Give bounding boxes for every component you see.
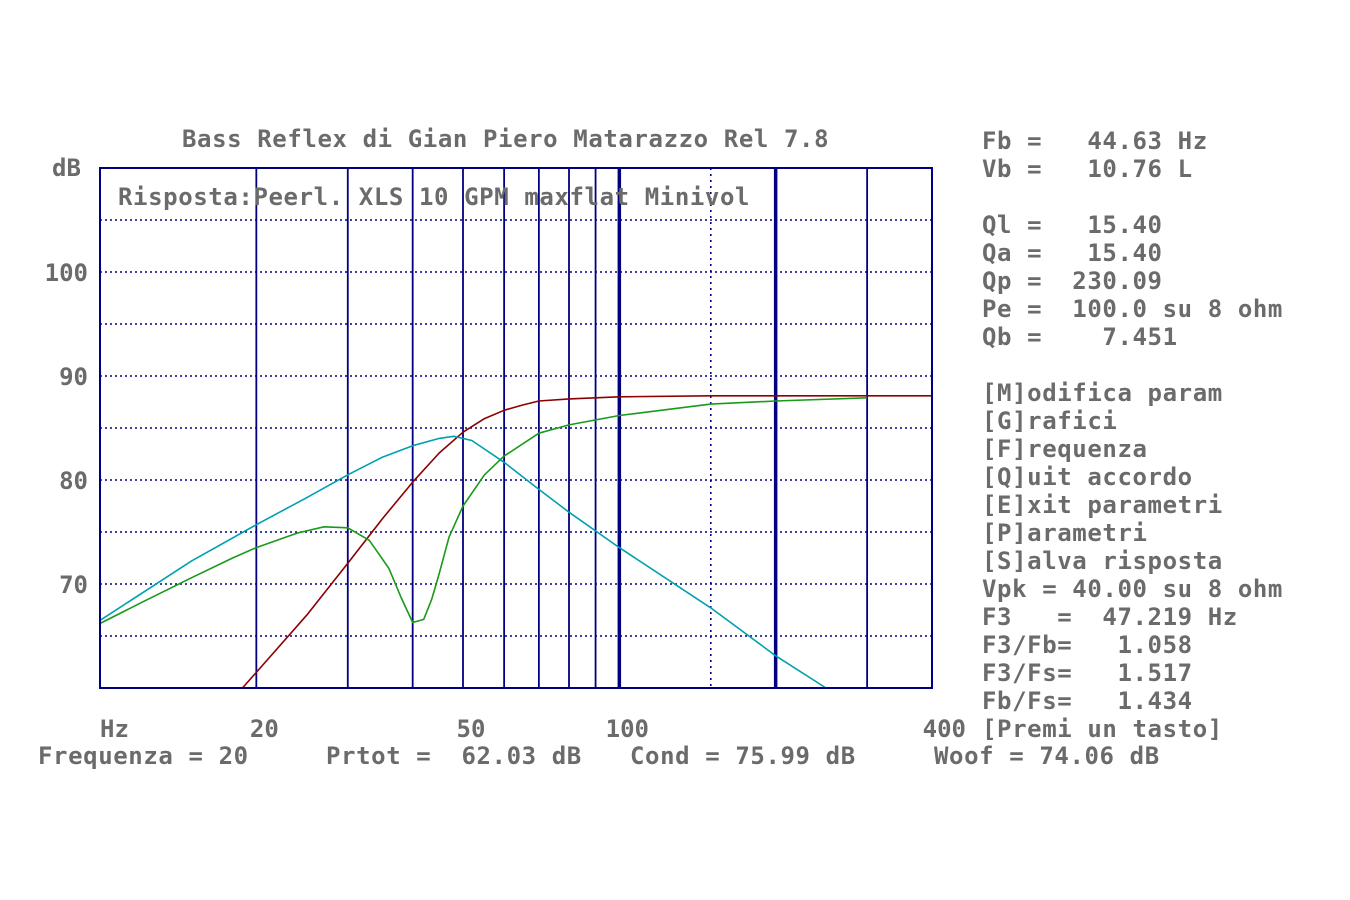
status-prtot: Prtot = 62.03 dB [326, 742, 582, 770]
param-vb: Vb = 10.76 L [982, 155, 1193, 183]
param-qb: Qb = 7.451 [982, 323, 1178, 351]
spacer [982, 183, 1342, 211]
menu-parametri[interactable]: [P]arametri [982, 519, 1148, 547]
y-tick-label: 80 [59, 467, 88, 495]
x-tick-label: 100 [606, 715, 649, 743]
grid-layer [100, 168, 932, 688]
x-axis-unit-label: Hz [100, 715, 129, 743]
response-curve-1 [100, 394, 932, 689]
parameters-panel: Fb = 44.63 Hz Vb = 10.76 L Ql = 15.40 Qa… [982, 127, 1342, 743]
response-curve-3 [99, 435, 868, 689]
param-fb: Fb = 44.63 Hz [982, 127, 1208, 155]
plot-frame [99, 167, 933, 689]
param-qa: Qa = 15.40 [982, 239, 1163, 267]
y-axis-unit-label: dB [52, 154, 81, 182]
menu-quit-accordo[interactable]: [Q]uit accordo [982, 463, 1193, 491]
result-f3-fb: F3/Fb= 1.058 [982, 631, 1193, 659]
response-curve-2 [99, 397, 868, 625]
y-tick-label: 100 [45, 259, 88, 287]
status-woof: Woof = 74.06 dB [934, 742, 1160, 770]
result-vpk: Vpk = 40.00 su 8 ohm [982, 575, 1283, 603]
status-frequenza: Frequenza = 20 [38, 742, 249, 770]
param-ql: Ql = 15.40 [982, 211, 1163, 239]
menu-modifica-param[interactable]: [M]odifica param [982, 379, 1223, 407]
status-cond: Cond = 75.99 dB [630, 742, 856, 770]
menu-exit-parametri[interactable]: [E]xit parametri [982, 491, 1223, 519]
result-f3-fs: F3/Fs= 1.517 [982, 659, 1193, 687]
series-layer [99, 394, 932, 689]
spacer [982, 351, 1342, 379]
y-tick-label: 90 [59, 363, 88, 391]
result-f3: F3 = 47.219 Hz [982, 603, 1238, 631]
param-pe: Pe = 100.0 su 8 ohm [982, 295, 1283, 323]
press-key-prompt: [Premi un tasto] [982, 715, 1223, 743]
menu-grafici[interactable]: [G]rafici [982, 407, 1118, 435]
x-tick-label: 400 [923, 715, 966, 743]
result-fb-fs: Fb/Fs= 1.434 [982, 687, 1193, 715]
x-tick-label: 50 [457, 715, 486, 743]
app-title: Bass Reflex di Gian Piero Matarazzo Rel … [182, 125, 830, 153]
y-tick-label: 70 [59, 571, 88, 599]
axis-tick-labels: 70 80 90 100 20 50 100 400 [45, 259, 966, 743]
x-tick-label: 20 [250, 715, 279, 743]
param-qp: Qp = 230.09 [982, 267, 1163, 295]
menu-salva-risposta[interactable]: [S]alva risposta [982, 547, 1223, 575]
chart-title: Risposta:Peerl. XLS 10 GPM maxflat Miniv… [118, 183, 750, 211]
menu-frequenza[interactable]: [F]requenza [982, 435, 1148, 463]
